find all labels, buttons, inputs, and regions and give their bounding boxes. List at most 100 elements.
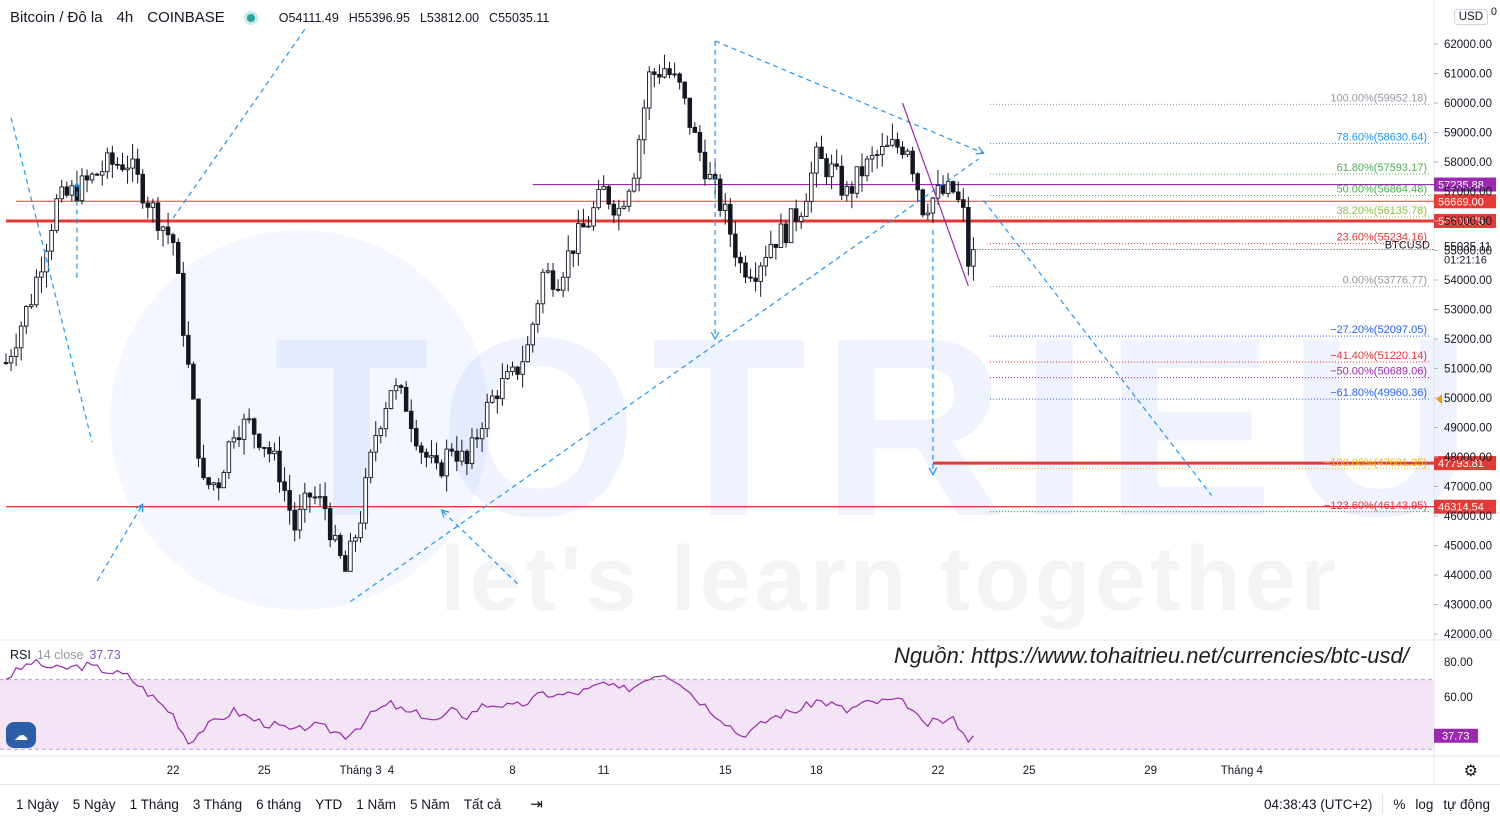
candle-body: [728, 203, 733, 235]
candle-body: [322, 496, 328, 510]
candle-body: [49, 229, 54, 252]
candle: [338, 532, 343, 559]
candle: [576, 209, 581, 266]
range-6m-button[interactable]: 6 tháng: [256, 796, 302, 812]
candle-body: [287, 490, 292, 511]
chart-grid: [0, 0, 1500, 784]
candle-body: [657, 73, 662, 78]
price-tick-label: 46000.00: [1444, 511, 1492, 523]
candle-body: [565, 250, 571, 278]
trendline-arrowhead: [72, 181, 82, 190]
candle: [135, 148, 140, 184]
candle: [869, 146, 875, 173]
price-tick-label: 49000.00: [1444, 423, 1492, 435]
candle-body: [216, 482, 221, 489]
candle-body: [135, 158, 140, 175]
candle: [662, 54, 667, 79]
time-tick-label: 11: [598, 765, 610, 777]
candle-body: [155, 202, 161, 231]
time-tick-label: 25: [258, 765, 271, 777]
fibonacci-extension[interactable]: 100.00%(59952.18) 78.60%(58630.64) 61.80%(…: [990, 92, 1430, 513]
candle-body: [408, 410, 414, 429]
price-tick-label: 59000.00: [1444, 128, 1492, 140]
candle: [824, 153, 829, 185]
candle-body: [479, 428, 485, 440]
candle: [930, 196, 936, 223]
candle-body: [105, 152, 110, 173]
bottom-toolbar: 1 Ngày 5 Ngày 1 Tháng 3 Tháng 6 tháng YT…: [0, 784, 1500, 823]
candle-body: [84, 175, 90, 181]
candle: [34, 269, 39, 308]
candle: [322, 482, 328, 521]
range-1m-button[interactable]: 1 Tháng: [129, 796, 179, 812]
candlestick-series: [3, 54, 976, 572]
candle: [459, 439, 465, 466]
rsi-value-tag: [1434, 728, 1478, 743]
candle: [940, 175, 946, 196]
candle-body: [697, 131, 703, 153]
range-5d-button[interactable]: 5 Ngày: [72, 796, 116, 812]
candle-body: [900, 146, 905, 156]
level-price-tag: [1434, 194, 1496, 209]
range-all-button[interactable]: Tất cả: [463, 796, 502, 812]
candle-body: [414, 428, 419, 447]
candle-body: [343, 555, 348, 572]
candle: [672, 62, 677, 78]
range-5y-button[interactable]: 5 Năm: [409, 796, 450, 812]
rsi-pane: 80.00 60.00 37.73: [0, 657, 1478, 750]
candle: [798, 212, 804, 230]
candle-body: [682, 81, 687, 99]
candle-body: [181, 272, 186, 336]
percent-scale-toggle[interactable]: %: [1393, 796, 1406, 812]
candle: [885, 135, 890, 148]
watermark-brand: TOTRIEU: [274, 285, 1487, 570]
symbol-title[interactable]: Bitcoin / Đô la: [10, 9, 103, 26]
candle: [920, 188, 926, 218]
logo-icon[interactable]: ☁: [6, 722, 36, 748]
range-3m-button[interactable]: 3 Tháng: [192, 796, 243, 812]
candle: [697, 125, 703, 162]
currency-selector[interactable]: USD: [1453, 9, 1488, 25]
trendline: [983, 199, 1212, 496]
range-ytd-button[interactable]: YTD: [315, 796, 343, 812]
time-axis[interactable]: 22 25 Tháng 3 4 8 11 15 18 22 25 29 Tháng 4: [167, 765, 1264, 777]
magenta-level-label: 57235.88: [1438, 180, 1484, 192]
gear-icon[interactable]: ⚙: [1463, 763, 1478, 780]
interval-label[interactable]: 4h: [116, 9, 134, 26]
candle-body: [641, 107, 647, 141]
price-axis[interactable]: 62000.00 61000.00 60000.00 59000.00 58000.00…: [1434, 39, 1492, 641]
trendlines[interactable]: [10, 28, 1212, 603]
candle-body: [717, 178, 723, 211]
candle: [388, 390, 394, 410]
auto-scale-toggle[interactable]: tự động: [1443, 796, 1490, 812]
candle-body: [454, 450, 460, 462]
fib-level-label: −41.40%(51220.14): [1330, 350, 1427, 362]
candle-body: [115, 163, 120, 166]
range-1y-button[interactable]: 1 Năm: [356, 796, 396, 812]
candle-body: [854, 166, 860, 194]
candle-body: [484, 401, 490, 430]
fib-level-label: −50.00%(50689.06): [1330, 366, 1427, 378]
rsi-name[interactable]: RSI: [10, 648, 31, 662]
candle: [945, 172, 951, 198]
price-tick-label: 55000.00: [1444, 246, 1492, 258]
candle: [312, 486, 318, 505]
fib-level-label: −100.00%(47601.35): [1324, 457, 1427, 469]
candle-body: [844, 186, 850, 196]
clock-timezone[interactable]: 04:38:43 (UTC+2): [1263, 796, 1373, 812]
candle-body: [869, 155, 875, 160]
calendar-goto-icon[interactable]: ⇥: [530, 796, 543, 813]
candle-body: [905, 150, 910, 156]
candle-body: [515, 366, 520, 375]
candle: [211, 481, 216, 491]
candle-body: [768, 243, 774, 258]
candle: [414, 419, 419, 451]
candle: [495, 389, 500, 414]
candle: [535, 299, 541, 333]
range-1d-button[interactable]: 1 Ngày: [16, 796, 59, 812]
candle-body: [378, 428, 384, 437]
candle-body: [231, 437, 237, 443]
candle-body: [59, 186, 64, 200]
log-scale-toggle[interactable]: log: [1415, 796, 1434, 812]
